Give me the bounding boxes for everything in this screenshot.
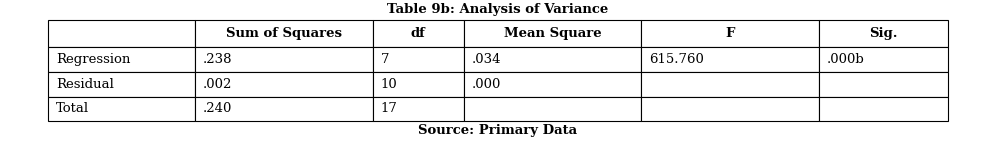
Text: Mean Square: Mean Square — [504, 27, 602, 40]
Text: df: df — [411, 27, 425, 40]
Bar — [641, 72, 819, 97]
Bar — [464, 97, 641, 121]
Bar — [464, 20, 641, 47]
Bar — [195, 20, 373, 47]
Text: F: F — [725, 27, 735, 40]
Text: 615.760: 615.760 — [649, 53, 704, 66]
Text: .034: .034 — [472, 53, 502, 66]
Text: .238: .238 — [203, 53, 233, 66]
Text: Table 9b: Analysis of Variance: Table 9b: Analysis of Variance — [387, 3, 609, 16]
Bar — [373, 20, 464, 47]
Bar — [819, 47, 948, 72]
Text: .240: .240 — [203, 103, 232, 115]
Bar — [373, 97, 464, 121]
Bar — [48, 72, 195, 97]
Bar — [819, 20, 948, 47]
Text: .000b: .000b — [827, 53, 865, 66]
Text: Regression: Regression — [56, 53, 130, 66]
Text: Source: Primary Data: Source: Primary Data — [418, 124, 578, 137]
Bar — [195, 72, 373, 97]
Bar — [195, 97, 373, 121]
Bar — [48, 47, 195, 72]
Bar — [641, 20, 819, 47]
Bar — [373, 72, 464, 97]
Bar — [195, 47, 373, 72]
Text: 7: 7 — [380, 53, 389, 66]
Bar — [48, 97, 195, 121]
Text: .002: .002 — [203, 78, 232, 91]
Text: Sum of Squares: Sum of Squares — [226, 27, 342, 40]
Bar — [464, 47, 641, 72]
Bar — [373, 47, 464, 72]
Bar — [464, 72, 641, 97]
Text: Sig.: Sig. — [870, 27, 897, 40]
Bar — [641, 97, 819, 121]
Text: Total: Total — [56, 103, 89, 115]
Text: Residual: Residual — [56, 78, 114, 91]
Bar — [819, 72, 948, 97]
Text: .000: .000 — [472, 78, 501, 91]
Bar — [819, 97, 948, 121]
Bar — [641, 47, 819, 72]
Bar — [48, 20, 195, 47]
Text: 17: 17 — [380, 103, 397, 115]
Text: 10: 10 — [380, 78, 397, 91]
